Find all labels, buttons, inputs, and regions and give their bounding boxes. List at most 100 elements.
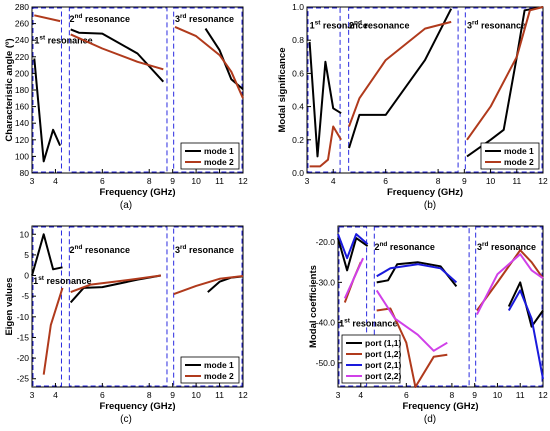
x-tick-label: 3 xyxy=(305,176,310,186)
y-tick-label: -10 xyxy=(17,312,30,322)
series-line-4-seg-2 xyxy=(375,289,448,352)
y-tick-label: -50.0 xyxy=(316,358,336,368)
y-tick-label: -20 xyxy=(17,353,30,363)
resonance-label-1: 1st resonance xyxy=(33,275,91,286)
series-line-1-seg-3 xyxy=(466,6,544,158)
y-tick-label: 0.0 xyxy=(292,168,304,178)
y-tick-label: 140 xyxy=(15,118,29,128)
series-line-3-seg-1 xyxy=(337,233,369,260)
legend: port (1,1)port (1,2)port (2,1)port (2,2) xyxy=(341,334,402,384)
resonance-label-2: 2nd resonance xyxy=(349,20,410,31)
y-tick-label: 160 xyxy=(15,102,29,112)
series-line-2-seg-3 xyxy=(466,6,544,141)
x-tick-label: 3 xyxy=(30,176,35,186)
legend-entry: mode 1 xyxy=(204,146,234,156)
resonance-label-3: 3rd resonance xyxy=(467,20,526,31)
y-tick-label: 260 xyxy=(15,19,29,29)
series-line-2-seg-2 xyxy=(70,274,162,294)
x-tick-label: 11 xyxy=(516,390,525,400)
y-axis-label: Eigen values xyxy=(4,277,15,335)
x-axis-label: Frequency (GHz) xyxy=(99,401,175,412)
resonance-region-3 xyxy=(475,226,543,387)
resonance-region-2 xyxy=(373,226,470,387)
y-tick-label: 200 xyxy=(15,68,29,78)
y-tick-label: 100 xyxy=(15,151,29,161)
resonance-label-3: 3rd resonance xyxy=(175,13,234,24)
resonance-label-1: 1st resonance xyxy=(339,318,397,329)
series-line-2-seg-1 xyxy=(34,14,61,23)
x-tick-label: 12 xyxy=(238,390,248,400)
resonance-region-3 xyxy=(173,226,243,387)
legend-entry: mode 1 xyxy=(204,360,234,370)
y-tick-label: -15 xyxy=(17,332,30,342)
resonance-region-1 xyxy=(32,226,62,387)
chart-panel-3: 1st resonance 2nd resonance 3rd resonance 3… xyxy=(4,225,248,425)
x-tick-label: 12 xyxy=(538,390,548,400)
series-line-2-seg-1 xyxy=(309,125,342,168)
x-tick-label: 8 xyxy=(147,390,152,400)
legend-entry: port (1,2) xyxy=(365,349,402,359)
panel-caption: (d) xyxy=(424,414,436,425)
y-tick-label: -20.0 xyxy=(316,237,336,247)
y-axis-label: Characteristic angle (º) xyxy=(4,38,15,141)
y-tick-label: 0.4 xyxy=(292,102,304,112)
legend-box xyxy=(180,356,240,384)
x-tick-label: 4 xyxy=(53,176,58,186)
series-line-3-seg-2 xyxy=(376,263,458,284)
resonance-label-3: 3rd resonance xyxy=(175,244,234,255)
y-tick-label: 240 xyxy=(15,35,29,45)
y-tick-label: -40.0 xyxy=(316,318,336,328)
y-tick-label: 120 xyxy=(15,135,29,145)
y-tick-label: -30.0 xyxy=(316,277,336,287)
series-line-1-seg-1 xyxy=(31,233,63,276)
resonance-label-2: 2nd resonance xyxy=(374,241,435,252)
series-line-2-seg-2 xyxy=(348,20,452,127)
legend-entry: mode 2 xyxy=(204,371,234,381)
y-tick-label: 1.0 xyxy=(292,2,304,12)
x-tick-label: 11 xyxy=(215,176,224,186)
y-tick-label: 0.2 xyxy=(292,135,304,145)
y-tick-label: 0.6 xyxy=(292,68,304,78)
x-tick-label: 3 xyxy=(336,390,341,400)
panel-caption: (b) xyxy=(424,200,436,211)
x-tick-label: 3 xyxy=(30,390,35,400)
series-line-4-seg-3 xyxy=(476,253,544,316)
y-tick-label: 5 xyxy=(24,250,29,260)
resonance-region-2 xyxy=(68,226,168,387)
legend-box xyxy=(480,142,540,170)
x-tick-label: 6 xyxy=(100,390,105,400)
series-line-1-seg-1 xyxy=(33,58,62,163)
x-tick-label: 8 xyxy=(436,176,441,186)
series-line-2-seg-3 xyxy=(173,275,244,296)
x-tick-label: 10 xyxy=(486,176,496,186)
series-line-2-seg-3 xyxy=(174,25,244,99)
series-line-1-seg-2 xyxy=(348,8,453,149)
y-tick-label: 180 xyxy=(15,85,29,95)
x-tick-label: 6 xyxy=(100,176,105,186)
series-line-4-seg-1 xyxy=(343,257,365,299)
y-tick-label: 0 xyxy=(24,271,29,281)
series-line-3-seg-3 xyxy=(507,289,544,380)
y-tick-label: -5 xyxy=(21,291,29,301)
x-tick-label: 10 xyxy=(493,390,503,400)
series-line-1-seg-1 xyxy=(337,237,369,272)
x-tick-label: 8 xyxy=(147,176,152,186)
series-line-1-seg-2 xyxy=(70,28,165,83)
resonance-label-1: 1st resonance xyxy=(310,20,368,31)
resonance-region-2 xyxy=(348,7,459,173)
y-tick-label: 80 xyxy=(20,168,30,178)
y-tick-label: 10 xyxy=(20,229,30,239)
panel-caption: (c) xyxy=(120,414,132,425)
y-tick-label: -25 xyxy=(17,374,30,384)
series-line-2-seg-1 xyxy=(42,287,64,375)
x-tick-label: 10 xyxy=(191,390,201,400)
resonance-region-3 xyxy=(173,7,243,173)
series-line-2-seg-3 xyxy=(476,249,544,312)
x-tick-label: 10 xyxy=(191,176,201,186)
resonance-region-2 xyxy=(68,7,168,173)
y-tick-label: 280 xyxy=(15,2,29,12)
x-tick-label: 9 xyxy=(170,390,175,400)
